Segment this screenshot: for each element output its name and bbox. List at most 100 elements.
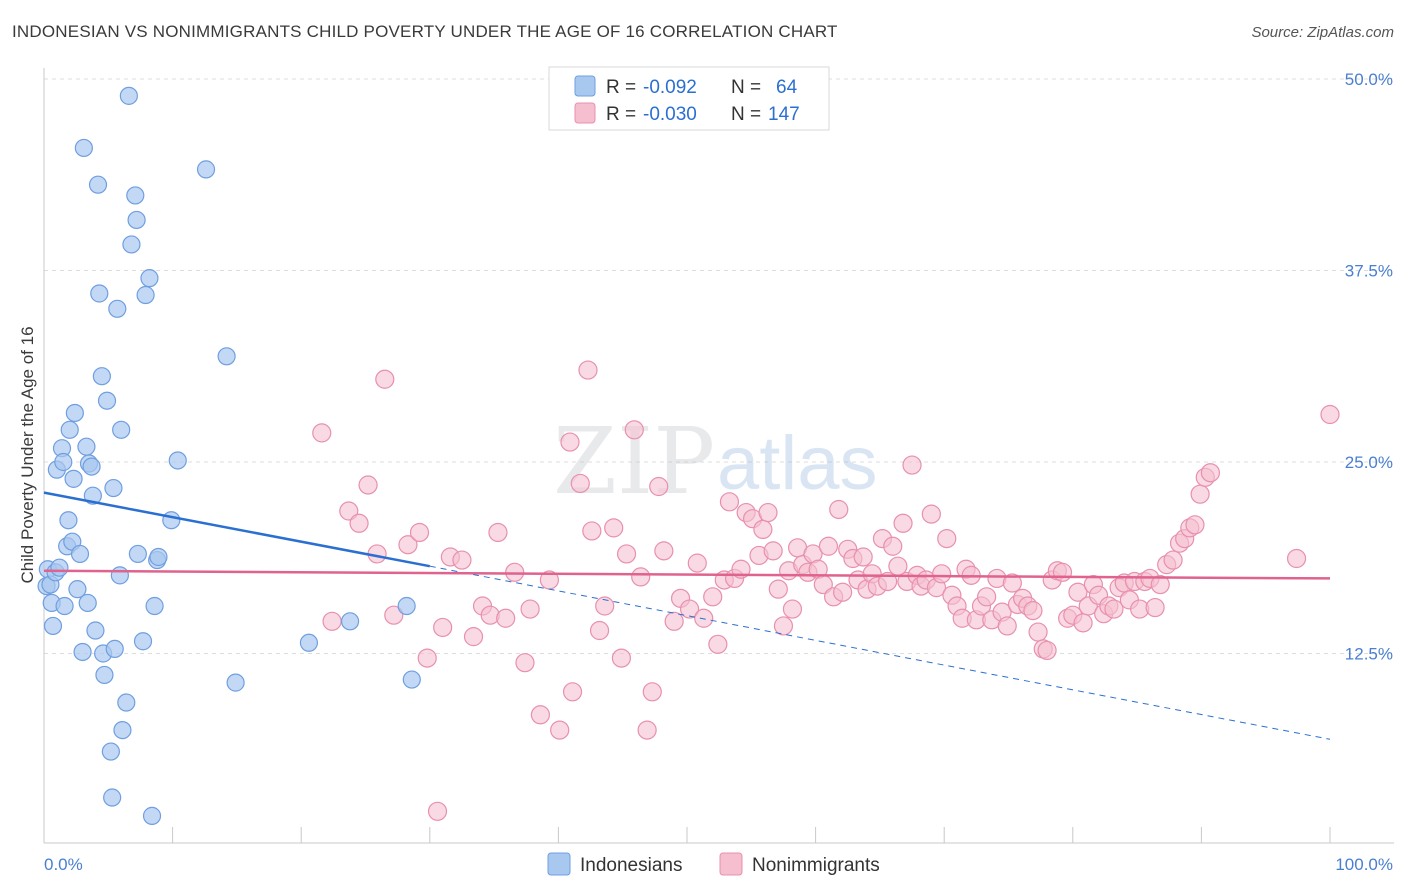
nonimmigrants-point bbox=[768, 579, 788, 599]
indonesians-point bbox=[77, 437, 96, 456]
indonesians-point bbox=[299, 633, 319, 652]
nonimmigrants-point bbox=[358, 475, 378, 495]
nonimmigrants-point bbox=[589, 620, 610, 641]
indonesians-point bbox=[122, 235, 141, 254]
nonimmigrants-point bbox=[937, 528, 957, 549]
indonesians-point bbox=[117, 693, 136, 712]
indonesians-point bbox=[74, 138, 93, 158]
nonimmigrants-point bbox=[758, 502, 778, 523]
legend-n-value-1: 64 bbox=[776, 77, 798, 98]
nonimmigrants-point bbox=[893, 513, 913, 533]
nonimmigrants-point bbox=[719, 492, 740, 512]
chart-title: INDONESIAN VS NONIMMIGRANTS CHILD POVERT… bbox=[12, 22, 838, 41]
nonimmigrants-point bbox=[1150, 574, 1170, 595]
indonesians-point bbox=[70, 544, 90, 564]
bottom-legend-swatch-nonimmigrants bbox=[719, 852, 743, 876]
watermark-atlas: atlas bbox=[717, 421, 878, 506]
indonesians-point bbox=[133, 632, 153, 651]
nonimmigrants-point bbox=[349, 513, 369, 533]
nonimmigrants-point bbox=[1145, 597, 1165, 618]
source-label: Source: ZipAtlas.com bbox=[1251, 24, 1394, 41]
nonimmigrants-point bbox=[1023, 601, 1043, 621]
nonimmigrants-trend-line bbox=[43, 569, 1331, 580]
nonimmigrants-point bbox=[384, 605, 404, 625]
nonimmigrants-point bbox=[883, 536, 903, 556]
tick-labels: 12.5% 25.0% 37.5% 50.0% 0.0% 100.0% bbox=[44, 70, 1393, 874]
nonimmigrants-point bbox=[853, 547, 873, 567]
nonimmigrants-point bbox=[433, 617, 453, 638]
indonesians-point bbox=[92, 367, 111, 386]
nonimmigrants-point bbox=[616, 544, 637, 564]
indonesians-point bbox=[90, 284, 109, 303]
indonesians-point bbox=[226, 673, 245, 692]
indonesians-point bbox=[43, 616, 63, 636]
indonesians-point bbox=[217, 347, 236, 366]
nonimmigrants-point bbox=[753, 519, 773, 540]
nonimmigrants-point bbox=[604, 518, 624, 538]
indonesians-point bbox=[64, 469, 83, 488]
legend-r-label-2: R = bbox=[606, 104, 636, 125]
y-tick-label: 25.0% bbox=[1345, 453, 1393, 472]
nonimmigrants-point bbox=[550, 720, 570, 740]
nonimmigrants-point bbox=[417, 648, 437, 668]
legend-r-label-1: R = bbox=[606, 77, 636, 98]
indonesians-point bbox=[340, 612, 360, 631]
bottom-legend: Indonesians Nonimmigrants bbox=[547, 852, 880, 876]
indonesians-point bbox=[59, 511, 78, 530]
nonimmigrants-point bbox=[595, 596, 615, 616]
indonesians-point bbox=[112, 420, 131, 439]
nonimmigrants-point bbox=[1028, 622, 1048, 642]
y-tick-label: 12.5% bbox=[1345, 645, 1393, 664]
nonimmigrants-point bbox=[562, 682, 583, 702]
y-axis-label: Child Poverty Under the Age of 16 bbox=[18, 326, 37, 583]
nonimmigrants-point bbox=[1068, 582, 1088, 602]
nonimmigrants-point bbox=[515, 653, 535, 673]
nonimmigrants-point bbox=[322, 611, 342, 631]
indonesians-point bbox=[60, 420, 79, 439]
nonimmigrants-point bbox=[409, 522, 430, 543]
nonimmigrants-point bbox=[488, 522, 508, 543]
nonimmigrants-point bbox=[1002, 573, 1022, 593]
nonimmigrants-point bbox=[1104, 599, 1124, 619]
nonimmigrants-point bbox=[1190, 484, 1210, 504]
legend-r-value-2: -0.030 bbox=[643, 104, 697, 125]
indonesians-point bbox=[54, 452, 73, 472]
indonesians-point bbox=[82, 457, 101, 476]
legend-n-label-2: N = bbox=[731, 104, 761, 125]
bottom-legend-swatch-indonesians bbox=[547, 852, 571, 876]
nonimmigrants-point bbox=[782, 599, 803, 619]
nonimmigrants-point bbox=[637, 720, 657, 740]
nonimmigrants-point bbox=[687, 553, 707, 573]
nonimmigrants-point bbox=[642, 682, 662, 702]
indonesians-point bbox=[50, 558, 69, 577]
indonesians-point bbox=[55, 596, 74, 616]
indonesians-point bbox=[78, 593, 97, 613]
nonimmigrants-point bbox=[463, 627, 484, 647]
indonesians-point bbox=[140, 269, 159, 288]
nonimmigrants-point bbox=[977, 587, 997, 607]
nonimmigrants-point bbox=[1163, 550, 1183, 570]
indonesians-point bbox=[142, 806, 162, 825]
nonimmigrants-point bbox=[427, 801, 448, 821]
indonesians-point bbox=[108, 299, 127, 318]
nonimmigrants-point bbox=[829, 499, 849, 520]
legend-frame bbox=[548, 66, 830, 131]
nonimmigrants-point bbox=[398, 535, 418, 555]
nonimmigrants-point bbox=[570, 473, 590, 494]
indonesians-point bbox=[162, 511, 181, 530]
nonimmigrants-point bbox=[773, 616, 794, 636]
legend-swatch-indonesians bbox=[574, 75, 596, 97]
nonimmigrants-point bbox=[818, 536, 839, 556]
nonimmigrants-point bbox=[520, 599, 540, 619]
nonimmigrants-point bbox=[1286, 548, 1307, 569]
nonimmigrants-point bbox=[611, 648, 632, 668]
indonesians-point bbox=[104, 478, 123, 498]
indonesians-point bbox=[68, 580, 87, 599]
legend-r-value-1: -0.092 bbox=[643, 77, 697, 98]
indonesians-point bbox=[136, 285, 155, 305]
y-tick-label: 50.0% bbox=[1345, 70, 1393, 89]
grid bbox=[44, 78, 1394, 654]
indonesians-trend-extension bbox=[429, 565, 1331, 740]
legend-box: R = -0.092 N = 64 R = -0.030 N = 147 bbox=[548, 66, 830, 131]
data-points bbox=[37, 86, 1340, 825]
